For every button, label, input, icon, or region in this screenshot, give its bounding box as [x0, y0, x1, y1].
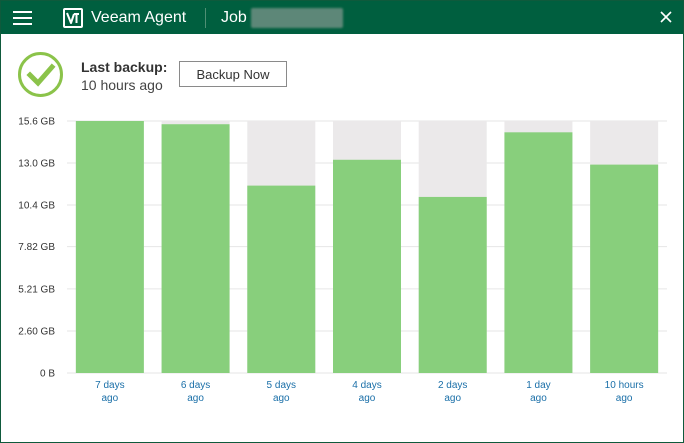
x-category-label[interactable]: 10 hours ago	[605, 380, 644, 404]
backup-bar[interactable]	[75, 121, 144, 373]
x-category-label[interactable]: 1 day ago	[526, 380, 550, 404]
backup-now-button[interactable]: Backup Now	[179, 61, 287, 87]
close-icon[interactable]	[657, 8, 675, 26]
hamburger-menu-icon[interactable]	[13, 10, 33, 26]
backup-bar[interactable]	[247, 185, 316, 373]
backup-bar[interactable]	[590, 164, 659, 373]
x-category-label[interactable]: 6 days ago	[181, 380, 210, 404]
backup-size-chart: 0 B 2.60 GB 5.21 GB 7.82 GB 10.4 GB 13.0 GB 15…	[18, 117, 667, 404]
backup-bar[interactable]	[333, 159, 401, 373]
last-backup-label: Last backup:	[81, 59, 168, 75]
title-divider	[205, 8, 206, 28]
app-title: Veeam Agent	[91, 9, 187, 26]
title-bar: Veeam Agent Job	[1, 1, 683, 34]
y-tick-label: 15.6 GB	[18, 117, 55, 128]
last-backup-time: 10 hours ago	[81, 77, 163, 93]
backup-bar[interactable]	[418, 196, 487, 373]
x-category-label[interactable]: 2 days ago	[438, 380, 467, 404]
y-tick-label: 2.60 GB	[18, 327, 55, 338]
veeam-logo-icon	[63, 8, 83, 28]
y-tick-label: 7.82 GB	[18, 242, 55, 253]
x-category-label[interactable]: 4 days ago	[352, 380, 381, 404]
job-label: Job	[221, 9, 247, 26]
check-circle-icon	[17, 51, 64, 98]
y-tick-label: 10.4 GB	[18, 201, 55, 212]
y-tick-label: 0 B	[40, 369, 55, 380]
x-category-label[interactable]: 5 days ago	[267, 380, 296, 404]
y-tick-label: 5.21 GB	[18, 284, 55, 295]
y-tick-label: 13.0 GB	[18, 159, 55, 170]
job-name-redacted	[251, 8, 343, 28]
x-category-label[interactable]: 7 days ago	[95, 380, 124, 404]
backup-bar[interactable]	[504, 132, 573, 373]
backup-bar[interactable]	[161, 124, 230, 373]
